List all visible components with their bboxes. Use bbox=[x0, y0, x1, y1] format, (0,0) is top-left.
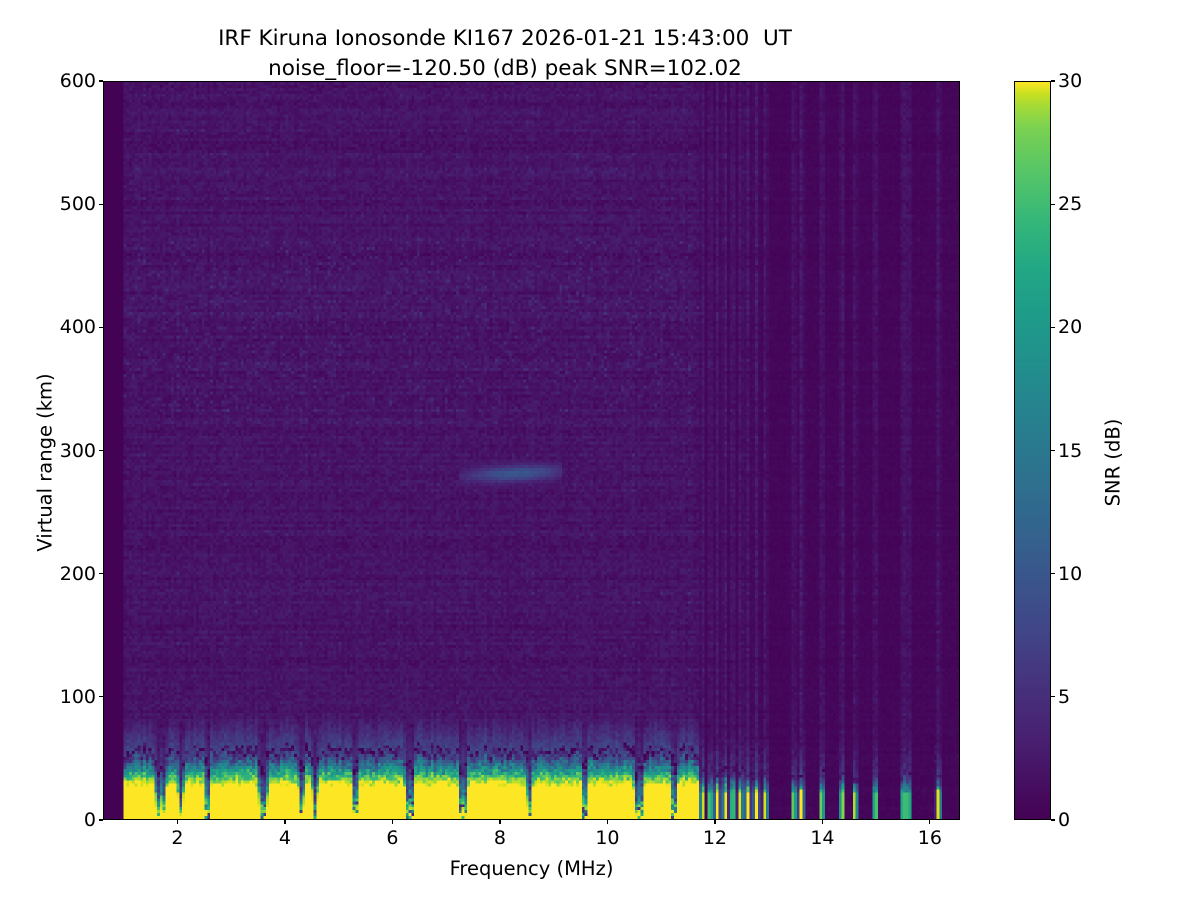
y-tick-mark bbox=[99, 819, 103, 821]
x-tick-label: 6 bbox=[386, 827, 399, 849]
x-tick-mark bbox=[714, 820, 716, 824]
x-axis-label: Frequency (MHz) bbox=[449, 857, 614, 880]
x-tick-label: 2 bbox=[171, 827, 184, 849]
y-tick-label: 400 bbox=[59, 316, 96, 339]
y-axis-label: Virtual range (km) bbox=[33, 373, 57, 552]
plot-area[interactable] bbox=[103, 81, 960, 820]
colorbar-label: SNR (dB) bbox=[1101, 418, 1125, 507]
x-tick-label: 12 bbox=[702, 827, 727, 849]
heatmap-canvas bbox=[104, 82, 959, 819]
x-tick-mark bbox=[606, 820, 608, 824]
colorbar-tick-label: 15 bbox=[1058, 439, 1083, 462]
y-tick-label: 500 bbox=[59, 193, 96, 216]
colorbar-tick-label: 30 bbox=[1058, 70, 1083, 92]
y-tick-label: 600 bbox=[59, 70, 96, 92]
x-tick-mark bbox=[284, 820, 286, 824]
x-tick-label: 16 bbox=[917, 827, 942, 849]
title-line-2: noise_floor=-120.50 (dB) peak SNR=102.02 bbox=[268, 56, 742, 81]
colorbar-tick-mark bbox=[1051, 696, 1055, 698]
x-tick-mark bbox=[391, 820, 394, 824]
colorbar-tick-mark bbox=[1051, 573, 1055, 575]
y-tick-label: 100 bbox=[59, 685, 96, 708]
x-tick-label: 4 bbox=[278, 827, 291, 849]
colorbar-tick-label: 25 bbox=[1058, 193, 1083, 216]
colorbar-tick-label: 5 bbox=[1058, 685, 1071, 708]
y-tick-mark bbox=[99, 203, 103, 205]
y-tick-mark bbox=[99, 449, 103, 452]
page-title: IRF Kiruna Ionosonde KI167 2026-01-21 15… bbox=[0, 24, 1010, 84]
x-tick-label: 10 bbox=[595, 827, 620, 849]
colorbar-tick-mark bbox=[1051, 819, 1055, 821]
y-tick-mark bbox=[99, 80, 103, 82]
x-tick-mark bbox=[821, 820, 823, 824]
y-tick-label: 0 bbox=[83, 809, 96, 831]
y-tick-mark bbox=[99, 696, 103, 698]
colorbar-tick-mark bbox=[1051, 203, 1055, 205]
y-tick-mark bbox=[99, 573, 103, 575]
x-tick-mark bbox=[499, 820, 501, 824]
x-tick-mark bbox=[929, 820, 931, 824]
x-tick-label: 14 bbox=[810, 827, 835, 849]
x-tick-mark bbox=[176, 820, 179, 824]
y-tick-label: 200 bbox=[59, 562, 96, 585]
ionogram-heatmap bbox=[104, 82, 959, 819]
colorbar-tick-mark bbox=[1051, 326, 1055, 328]
x-tick-label: 8 bbox=[493, 827, 506, 849]
y-tick-label: 300 bbox=[59, 439, 96, 462]
colorbar[interactable] bbox=[1014, 81, 1051, 820]
colorbar-tick-label: 10 bbox=[1058, 562, 1083, 585]
colorbar-tick-label: 20 bbox=[1058, 316, 1083, 339]
y-tick-mark bbox=[99, 326, 103, 328]
colorbar-tick-mark bbox=[1051, 80, 1055, 82]
title-line-1: IRF Kiruna Ionosonde KI167 2026-01-21 15… bbox=[218, 26, 792, 51]
colorbar-tick-mark bbox=[1051, 449, 1055, 452]
colorbar-tick-label: 0 bbox=[1058, 809, 1071, 831]
